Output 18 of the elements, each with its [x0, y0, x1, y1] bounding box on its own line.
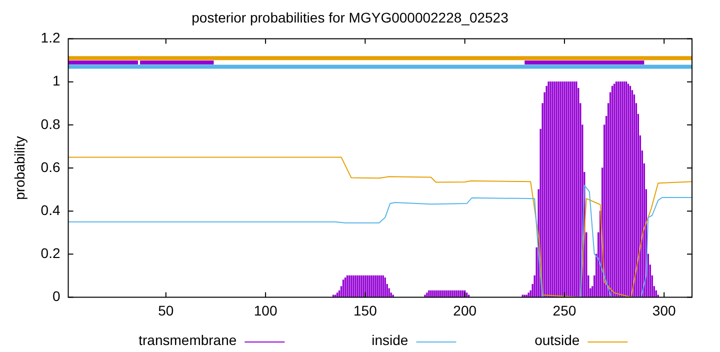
legend-label: transmembrane	[138, 332, 237, 348]
y-tick-label: 1.2	[40, 30, 60, 46]
x-tick-label: 300	[652, 302, 676, 318]
y-tick-label: 0.6	[40, 158, 60, 175]
y-tick-label: 0.8	[40, 116, 60, 132]
y-tick-label: 1	[52, 72, 60, 89]
x-tick-label: 150	[354, 302, 378, 318]
chart-title: posterior probabilities for MGYG000002228_02523	[192, 9, 509, 26]
y-tick-label: 0.2	[40, 244, 60, 261]
x-tick-label: 100	[254, 302, 278, 318]
legend-label: outside	[534, 332, 580, 348]
x-tick-label: 50	[158, 302, 174, 318]
y-axis-title: probability	[11, 136, 28, 200]
x-tick-label: 200	[453, 302, 477, 318]
legend-label: inside	[372, 332, 408, 348]
y-tick-label: 0	[52, 288, 60, 304]
x-tick-label: 250	[552, 302, 576, 318]
y-tick-label: 0.4	[40, 202, 60, 218]
